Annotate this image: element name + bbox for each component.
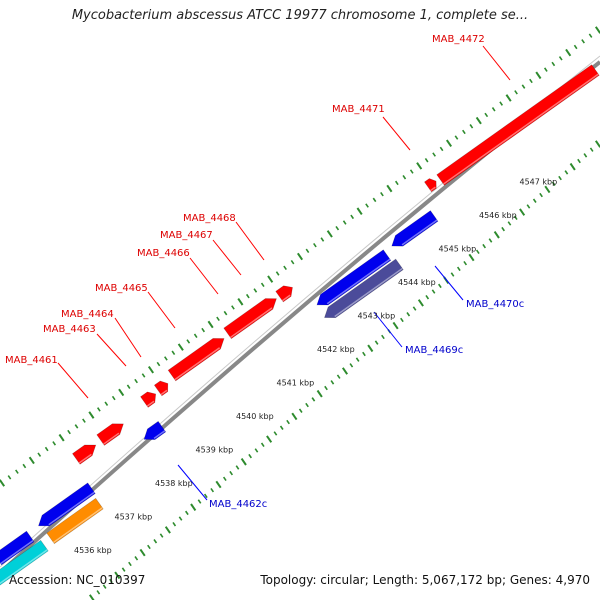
gene-mab-4463[interactable]	[140, 391, 157, 408]
gene-mab-4461b[interactable]	[96, 423, 124, 446]
gene-label[interactable]: MAB_4469c	[405, 345, 463, 356]
gene-mab-4465[interactable]	[167, 338, 225, 382]
gene-mab-4469c-a[interactable]	[316, 249, 392, 306]
genes-count-text: Genes: 4,970	[509, 573, 590, 587]
gene-label[interactable]: MAB_4472	[432, 34, 485, 45]
outer-tick-track	[0, 26, 600, 487]
kbp-label: 4539 kbp	[196, 446, 234, 455]
gene-label[interactable]: MAB_4461	[5, 355, 58, 366]
gene-orange[interactable]	[46, 497, 104, 545]
gene-mab-4466[interactable]	[223, 298, 277, 340]
inner-tick-track	[88, 140, 600, 602]
accession-text: Accession: NC_010397	[9, 573, 146, 587]
gene-leader-line	[189, 257, 219, 295]
gene-blue-left-2[interactable]	[0, 530, 35, 566]
gene-leader-line	[114, 317, 142, 358]
map-title: Mycobacterium abscessus ATCC 19977 chrom…	[71, 8, 529, 23]
gene-mab-4469c[interactable]	[324, 258, 404, 319]
gene-leader-line	[212, 239, 242, 276]
kbp-label: 4543 kbp	[358, 312, 396, 321]
length-text: Length: 5,067,172 bp;	[372, 573, 507, 587]
gene-mab-4468[interactable]	[275, 285, 293, 303]
gene-label[interactable]: MAB_4463	[43, 324, 96, 335]
gene-leader-line	[147, 291, 176, 329]
kbp-label: 4544 kbp	[398, 278, 436, 287]
kbp-label: 4538 kbp	[155, 479, 193, 488]
kbp-label: 4536 kbp	[74, 546, 112, 555]
gene-leader-line	[482, 45, 511, 81]
gene-label[interactable]: MAB_4465	[95, 283, 148, 294]
gene-label[interactable]: MAB_4467	[160, 230, 213, 241]
gene-leader-line	[434, 265, 464, 301]
kbp-label: 4540 kbp	[236, 412, 274, 421]
gene-label[interactable]: MAB_4464	[61, 309, 114, 320]
gene-label[interactable]: MAB_4462c	[209, 499, 267, 510]
kbp-labels: 4536 kbp 4537 kbp 4538 kbp 4539 kbp 4540 kbp…	[74, 178, 557, 556]
gene-label[interactable]: MAB_4468	[183, 213, 236, 224]
gene-mab-4464[interactable]	[153, 380, 169, 397]
gene-mab-4470c[interactable]	[391, 210, 439, 247]
kbp-label: 4547 kbp	[520, 178, 558, 187]
gene-label[interactable]: MAB_4471	[332, 104, 385, 115]
gene-label[interactable]: MAB_4470c	[466, 299, 524, 310]
gene-leader-line	[96, 333, 127, 367]
gene-mab-4472[interactable]	[436, 64, 600, 186]
kbp-label: 4545 kbp	[439, 245, 477, 254]
gene-features[interactable]	[0, 64, 600, 586]
genome-summary: Topology: circular; Length: 5,067,172 bp…	[260, 573, 590, 587]
kbp-label: 4537 kbp	[115, 513, 153, 522]
gene-cyan[interactable]	[0, 539, 49, 586]
gene-leader-line	[177, 464, 208, 501]
gene-leader-line	[57, 362, 89, 399]
kbp-label: 4541 kbp	[277, 379, 315, 388]
gene-mab-4461[interactable]	[72, 444, 97, 465]
gene-label[interactable]: MAB_4466	[137, 248, 190, 259]
gene-mab-4471[interactable]	[424, 178, 437, 193]
gene-leader-line	[373, 311, 403, 348]
gene-labels: MAB_4461 MAB_4463 MAB_4464 MAB_4465 MAB_4466…	[5, 34, 524, 510]
gene-blue-left[interactable]	[38, 482, 96, 527]
gene-leader-line	[382, 116, 411, 151]
topology-text: Topology: circular;	[260, 573, 369, 587]
gene-leader-line	[235, 221, 265, 261]
kbp-label: 4542 kbp	[317, 345, 355, 354]
kbp-label: 4546 kbp	[479, 211, 517, 220]
tick-tracks	[0, 26, 600, 602]
gene-mab-4462c[interactable]	[143, 420, 167, 440]
